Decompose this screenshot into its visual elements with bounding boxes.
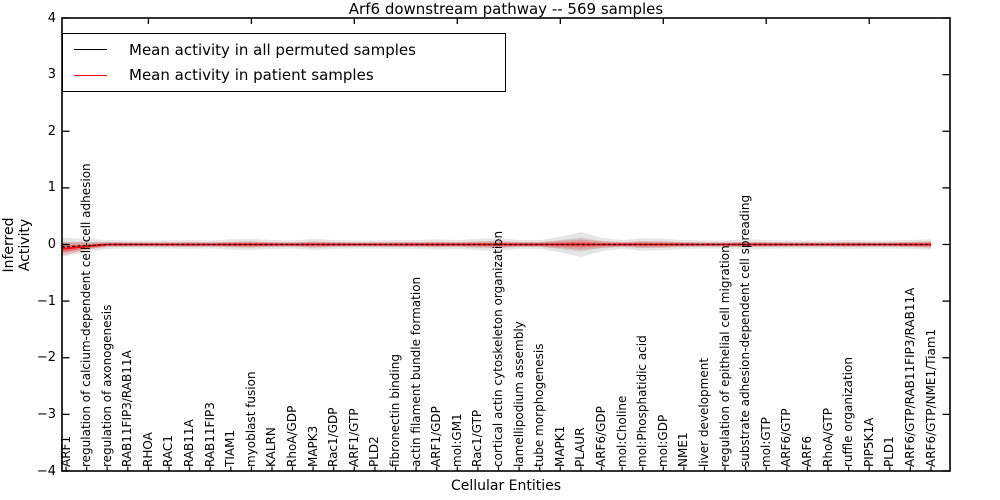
x-tick-label: ARF1/GTP: [346, 408, 361, 467]
x-tick-label: Rac1/GDP: [326, 407, 341, 467]
x-tick-label: ARF6/GDP: [593, 406, 608, 467]
x-tick-label: substrate adhesion-dependent cell spread…: [738, 194, 753, 467]
x-tick-label: PLD2: [367, 436, 382, 467]
legend-entry-patient: Mean activity in patient samples: [63, 63, 505, 89]
y-axis-label: Inferred Activity: [1, 217, 33, 273]
x-tick-label: RHOA: [140, 432, 155, 467]
x-tick-label: mol:GTP: [758, 417, 773, 467]
legend-label-patient: Mean activity in patient samples: [129, 66, 374, 85]
x-tick-label: ARF1: [58, 435, 73, 467]
x-tick-label: RAB11FIP3: [202, 402, 217, 467]
x-tick-label: tube morphogenesis: [532, 343, 547, 467]
x-tick-label: ARF1/GDP: [429, 406, 444, 467]
y-tick-label: −2: [36, 350, 56, 366]
x-axis-label: Cellular Entities: [450, 478, 562, 494]
y-tick-label: 3: [47, 67, 56, 83]
legend-entry-permuted: Mean activity in all permuted samples: [63, 37, 505, 63]
x-tick-label: RAB11FIP3/RAB11A: [120, 350, 135, 467]
x-tick-label: mol:GDP: [655, 414, 670, 467]
permuted-mean-line: [62, 243, 931, 248]
axes-frame: [61, 17, 951, 472]
x-tick-label: lamellipodium assembly: [511, 321, 526, 467]
x-tick-label: ARF6/GTP: [779, 408, 794, 467]
y-tick-label: −4: [36, 463, 56, 479]
x-tick-label: MAPK3: [305, 425, 320, 467]
y-tick-label: 1: [47, 180, 56, 196]
x-tick-label: fibronectin binding: [388, 354, 403, 467]
y-tick-label: −1: [36, 293, 56, 309]
x-tick-label: TIAM1: [223, 429, 238, 467]
x-tick-label: regulation of axonogenesis: [99, 304, 114, 467]
legend-label-permuted: Mean activity in all permuted samples: [129, 40, 416, 59]
x-tick-label: RAC1: [161, 435, 176, 467]
x-tick-label: mol:Phosphatidic acid: [635, 335, 650, 467]
patient-line-swatch: [74, 74, 107, 76]
x-tick-label: regulation of epithelial cell migration: [717, 245, 732, 467]
x-tick-label: PLD1: [882, 436, 897, 467]
x-tick-label: MAPK1: [552, 425, 567, 467]
x-tick-label: Rac1/GTP: [470, 409, 485, 467]
y-tick-label: 0: [47, 237, 56, 252]
x-tick-label: PIP5K1A: [861, 417, 876, 467]
permuted-line-swatch: [74, 49, 107, 51]
x-tick-label: cortical actin cytoskeleton organization: [491, 230, 505, 467]
x-tick-label: ARF6: [799, 435, 814, 467]
x-tick-label: RhoA/GTP: [820, 408, 835, 467]
x-tick-label: mol:Choline: [614, 395, 629, 467]
x-tick-label: mol:GM1: [449, 413, 464, 467]
x-tick-label: RhoA/GDP: [285, 405, 300, 467]
x-tick-label: ARF6/GTP/RAB11FIP3/RAB11A: [902, 287, 917, 467]
y-tick-label: 4: [47, 10, 56, 26]
y-tick-label: −3: [36, 406, 56, 422]
x-tick-label: myoblast fusion: [243, 371, 258, 467]
legend: Mean activity in all permuted samples Me…: [62, 33, 506, 92]
x-tick-label: liver development: [696, 357, 711, 467]
patient-band: [62, 239, 931, 255]
x-tick-label: ARF6/GTP/NME1/Tiam1: [923, 328, 938, 467]
chart-title: Arf6 downstream pathway -- 569 samples: [348, 0, 664, 18]
x-tick-label: ruffle organization: [841, 357, 856, 467]
x-tick-label: RAB11A: [182, 419, 197, 467]
x-tick-label: KALRN: [264, 427, 279, 467]
x-tick-label: PLAUR: [573, 427, 588, 467]
x-tick-label: regulation of calcium-dependent cell-cel…: [79, 163, 94, 467]
x-tick-label: NME1: [676, 432, 691, 467]
x-tick-label: actin filament bundle formation: [408, 276, 423, 467]
y-tick-label: 2: [47, 123, 56, 139]
